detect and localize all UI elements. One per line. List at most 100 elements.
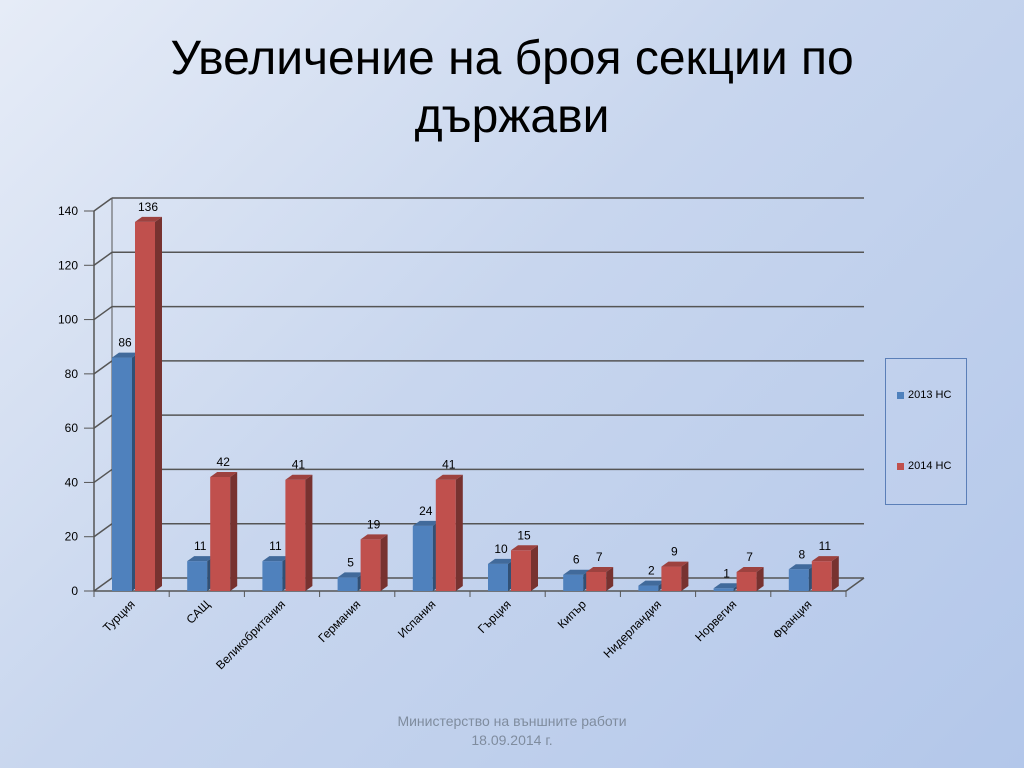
- x-tick-label: Великобритания: [213, 597, 288, 672]
- bar-side-2014: [455, 474, 463, 591]
- bar-top-2013: [713, 583, 741, 589]
- grid-depth-2: [93, 468, 113, 484]
- bar-side-2014: [531, 545, 538, 591]
- slide-footer: Министерство на външните работи 18.09.20…: [312, 712, 712, 750]
- bar-2014: [811, 561, 832, 591]
- x-tick-label: Франция: [770, 597, 815, 642]
- bar-top-2014: [511, 545, 538, 551]
- bar-top-2014: [435, 474, 463, 480]
- data-label: 41: [292, 458, 306, 472]
- bar-side-2014: [230, 472, 238, 591]
- data-label: 41: [442, 458, 456, 472]
- bar-2013: [563, 574, 584, 591]
- data-label: 136: [138, 200, 158, 214]
- bar-side-2014: [756, 567, 764, 591]
- bar-2013: [112, 357, 132, 591]
- legend-swatch-2014: [897, 462, 904, 470]
- data-label: 15: [517, 528, 531, 542]
- data-label: 24: [419, 504, 433, 518]
- bar-2014: [435, 479, 456, 591]
- y-tick-label: 120: [58, 258, 78, 272]
- title-line-2: държави: [414, 90, 610, 143]
- bar-2014: [210, 477, 231, 591]
- bar-2014: [511, 550, 531, 591]
- data-label: 86: [118, 336, 132, 350]
- bar-side-2014: [681, 561, 689, 591]
- footer-ministry: Министерство на външните работи: [397, 713, 627, 729]
- legend-item-2013: 2013 НС: [897, 389, 951, 401]
- bar-top-2014: [811, 556, 839, 562]
- grid-depth-1: [93, 523, 113, 538]
- data-label: 7: [596, 550, 603, 564]
- data-label: 10: [494, 542, 508, 556]
- x-tick-label: САЩ: [183, 597, 212, 626]
- legend-label-2013: 2013 НС: [908, 389, 952, 401]
- y-tick-label: 100: [58, 313, 78, 327]
- x-tick-label: Нидерландия: [601, 597, 665, 661]
- y-tick-label: 80: [65, 367, 79, 381]
- bar-top-2014: [661, 561, 689, 567]
- bar-2014: [661, 566, 682, 591]
- data-label: 5: [347, 555, 354, 569]
- bar-top-2013: [412, 520, 440, 526]
- x-tick-label: Норвегия: [692, 597, 739, 644]
- title-line-1: Увеличение на броя секции по: [170, 32, 854, 85]
- legend-label-2014: 2014 НС: [908, 460, 952, 472]
- bar-top-2013: [112, 352, 139, 358]
- grid-depth-3: [93, 414, 113, 429]
- grid-depth-5: [93, 305, 113, 321]
- bar-2014: [586, 572, 607, 591]
- bar-top-2014: [360, 534, 388, 540]
- bar-top-2014: [135, 216, 162, 222]
- bar-top-2013: [563, 569, 591, 575]
- bar-2014: [736, 572, 757, 591]
- data-label: 9: [671, 545, 678, 559]
- grid-depth-6: [93, 251, 113, 266]
- bar-top-2014: [736, 567, 764, 572]
- bar-2013: [412, 525, 433, 591]
- x-tick-label: Германия: [315, 597, 363, 645]
- bar-top-2013: [638, 580, 666, 586]
- data-label: 19: [367, 517, 381, 531]
- y-tick-label: 140: [58, 204, 78, 218]
- legend-item-2014: 2014 НС: [897, 460, 951, 472]
- x-tick-label: Испания: [395, 597, 439, 641]
- data-label: 42: [217, 455, 231, 469]
- data-label: 11: [269, 539, 282, 553]
- bar-top-2013: [187, 556, 215, 562]
- y-tick-label: 40: [65, 475, 79, 489]
- bar-top-2013: [488, 558, 515, 564]
- y-tick-label: 60: [65, 421, 79, 435]
- grid-depth-7: [93, 197, 113, 212]
- bar-2013: [713, 588, 734, 591]
- bar-top-2013: [262, 556, 290, 562]
- data-label: 11: [194, 539, 207, 553]
- data-label: 8: [798, 547, 805, 561]
- bar-side-2014: [606, 567, 614, 591]
- data-label: 11: [819, 539, 832, 553]
- bar-2014: [135, 221, 155, 591]
- bar-side-2014: [305, 474, 313, 591]
- bar-2013: [187, 561, 208, 591]
- data-label: 1: [723, 566, 730, 580]
- bar-2013: [638, 585, 659, 591]
- x-tick-label: Турция: [100, 597, 138, 635]
- grid-depth-4: [93, 360, 113, 375]
- bar-2013: [262, 561, 283, 591]
- bar-2013: [337, 577, 358, 591]
- data-label: 6: [573, 553, 580, 567]
- floor-right-edge: [845, 577, 865, 592]
- bar-top-2013: [788, 564, 816, 570]
- slide-title: Увеличение на броя секции по държави: [60, 30, 964, 146]
- bar-2013: [488, 563, 508, 591]
- chart-legend: 2013 НС 2014 НС: [885, 358, 967, 505]
- x-tick-label: Кипър: [555, 597, 589, 631]
- bar-top-2013: [337, 572, 365, 578]
- bar-side-2014: [155, 216, 162, 591]
- bar-2013: [788, 569, 809, 591]
- bar-top-2014: [586, 567, 614, 572]
- bar-side-2014: [380, 534, 388, 591]
- bar-2014: [285, 479, 306, 591]
- footer-date: 18.09.2014 г.: [471, 732, 553, 748]
- bar-side-2014: [831, 556, 839, 591]
